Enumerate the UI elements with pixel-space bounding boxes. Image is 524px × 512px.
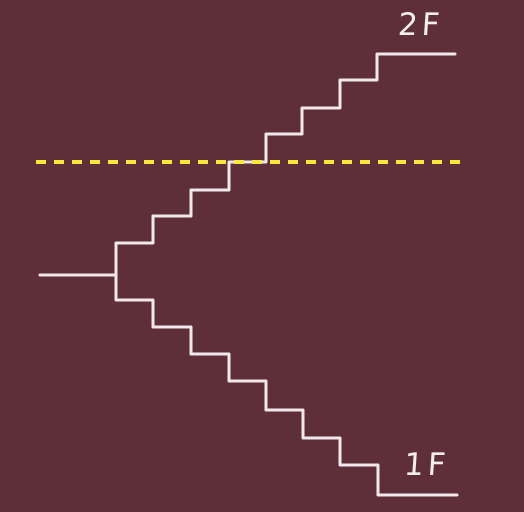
downward-staircase	[114, 273, 459, 497]
first-floor-label: 1F	[402, 447, 451, 483]
upward-staircase	[114, 52, 457, 277]
second-floor-label: 2F	[396, 7, 445, 43]
